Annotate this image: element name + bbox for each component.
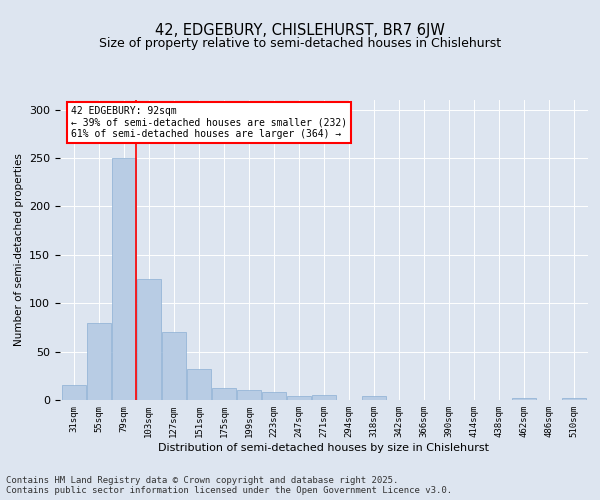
Bar — [62, 386, 86, 400]
Bar — [212, 388, 236, 400]
Bar — [362, 396, 386, 400]
Y-axis label: Number of semi-detached properties: Number of semi-detached properties — [14, 154, 23, 346]
Bar — [562, 398, 586, 400]
Bar — [512, 398, 536, 400]
Bar — [137, 279, 161, 400]
Bar — [112, 158, 136, 400]
Bar — [262, 392, 286, 400]
Bar — [162, 332, 186, 400]
Bar — [287, 396, 311, 400]
Bar — [187, 369, 211, 400]
Text: Contains HM Land Registry data © Crown copyright and database right 2025.
Contai: Contains HM Land Registry data © Crown c… — [6, 476, 452, 495]
Bar — [312, 395, 336, 400]
Bar — [237, 390, 261, 400]
Text: 42, EDGEBURY, CHISLEHURST, BR7 6JW: 42, EDGEBURY, CHISLEHURST, BR7 6JW — [155, 22, 445, 38]
Text: 42 EDGEBURY: 92sqm
← 39% of semi-detached houses are smaller (232)
61% of semi-d: 42 EDGEBURY: 92sqm ← 39% of semi-detache… — [71, 106, 347, 139]
Text: Size of property relative to semi-detached houses in Chislehurst: Size of property relative to semi-detach… — [99, 38, 501, 51]
Bar — [87, 322, 110, 400]
X-axis label: Distribution of semi-detached houses by size in Chislehurst: Distribution of semi-detached houses by … — [158, 442, 490, 452]
